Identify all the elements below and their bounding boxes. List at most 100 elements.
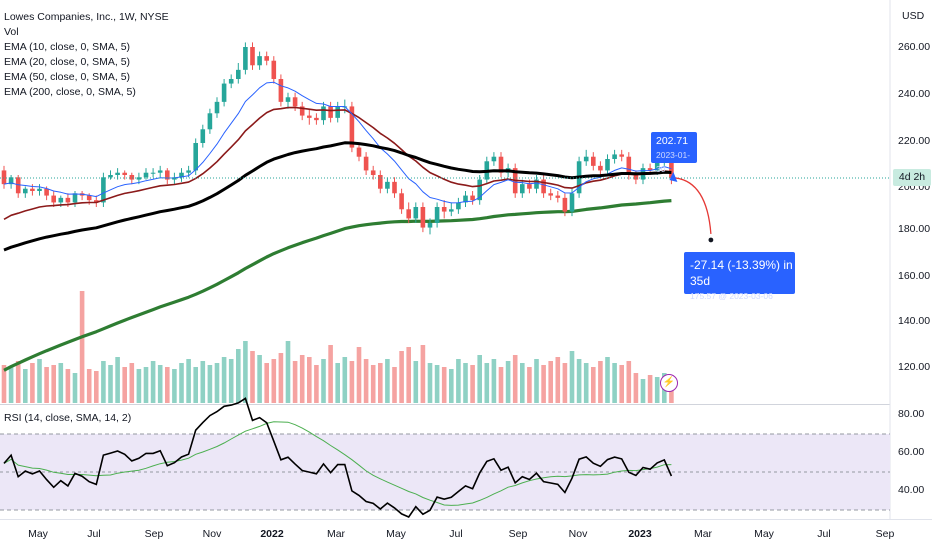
- candle-body: [30, 188, 35, 191]
- volume-bar: [86, 369, 92, 403]
- volume-bar: [491, 359, 497, 403]
- legend-ema10[interactable]: EMA (10, close, 0, SMA, 5): [4, 41, 131, 53]
- projection-start-marker: [669, 171, 678, 182]
- candle-body: [292, 97, 298, 107]
- candle-body: [165, 170, 170, 180]
- volume-bar: [115, 357, 120, 403]
- projection-change: -27.14 (-13.39%) in 35d: [690, 258, 793, 288]
- candle-body: [115, 172, 120, 175]
- candle-body: [669, 156, 674, 178]
- time-tick: Jul: [817, 528, 831, 540]
- volume-bar: [640, 379, 646, 403]
- candle-body: [427, 223, 433, 228]
- volume-bar: [562, 363, 568, 403]
- candle-body: [463, 195, 468, 203]
- candle-body: [221, 83, 227, 102]
- volume-bar: [257, 355, 262, 403]
- volume-bar: [633, 373, 639, 403]
- ema20-line: [3, 106, 672, 220]
- legend-ema50[interactable]: EMA (50, close, 0, SMA, 5): [4, 71, 131, 83]
- legend-ema20[interactable]: EMA (20, close, 0, SMA, 5): [4, 56, 131, 68]
- candle-body: [633, 175, 639, 180]
- volume-bar: [385, 359, 390, 403]
- volume-bar: [292, 361, 298, 403]
- legend-ema200[interactable]: EMA (200, close, 0, SMA, 5): [4, 86, 136, 98]
- volume-bar: [378, 363, 383, 403]
- candle-body: [271, 60, 277, 79]
- volume-bar: [406, 347, 411, 403]
- candle-body: [413, 207, 419, 219]
- legend-rsi[interactable]: RSI (14, close, SMA, 14, 2): [4, 412, 132, 424]
- time-tick: May: [386, 528, 406, 540]
- candle-body: [200, 129, 206, 143]
- candle-body: [214, 101, 220, 114]
- candle-body: [520, 184, 525, 194]
- candle-body: [150, 172, 156, 174]
- volume-bar: [250, 351, 255, 403]
- candle-body: [527, 184, 532, 189]
- volume-bar: [157, 365, 163, 403]
- volume-bar: [193, 367, 198, 403]
- volume-bar: [264, 363, 269, 403]
- currency-label: USD: [902, 10, 925, 22]
- volume-bar: [356, 347, 362, 403]
- candle-body: [44, 188, 49, 196]
- candle-body: [264, 56, 269, 61]
- candle-body: [619, 154, 624, 157]
- volume-bar: [15, 361, 21, 403]
- candle-body: [420, 207, 426, 228]
- volume-bar: [654, 377, 660, 403]
- projection-target-point: [708, 237, 714, 243]
- candle-body: [541, 179, 546, 194]
- rsi-tick: 40.00: [898, 484, 925, 496]
- volume-bar: [94, 371, 99, 403]
- volume-bar: [370, 365, 376, 403]
- projection-start-price: 202.71: [656, 135, 689, 147]
- projection-result-label[interactable]: -27.14 (-13.39%) in 35d 175.57 @ 2023-03…: [684, 252, 795, 301]
- lightning-icon[interactable]: ⚡: [660, 374, 678, 392]
- legend-vol[interactable]: Vol: [4, 26, 19, 38]
- chart-legend: Lowes Companies, Inc., 1W, NYSE Vol EMA …: [4, 10, 169, 100]
- volume-bar: [37, 359, 42, 403]
- candle-body: [186, 170, 191, 173]
- volume-bar: [243, 341, 248, 403]
- rsi-line: [3, 397, 673, 518]
- volume-bar: [179, 363, 184, 403]
- volume-bar: [541, 365, 546, 403]
- volume-bar: [221, 357, 227, 403]
- legend-symbol[interactable]: Lowes Companies, Inc., 1W, NYSE: [4, 11, 169, 23]
- volume-bar: [463, 363, 468, 403]
- time-tick: Jul: [87, 528, 101, 540]
- candle-body: [122, 172, 127, 175]
- volume-bar: [441, 367, 447, 403]
- time-tick: 2022: [260, 528, 284, 540]
- candle-body: [356, 147, 362, 157]
- candle-body: [449, 209, 454, 212]
- candle-body: [51, 195, 56, 203]
- volume-bar: [214, 363, 220, 403]
- candle-body: [143, 172, 149, 178]
- candle-body: [307, 115, 312, 118]
- volume-bar: [271, 359, 277, 403]
- volume-bar: [328, 345, 333, 403]
- volume-bar: [8, 367, 14, 403]
- candle-body: [612, 154, 617, 159]
- candle-body: [647, 168, 653, 171]
- volume-bar: [413, 361, 419, 403]
- candle-body: [385, 181, 390, 189]
- volume-bar: [44, 367, 49, 403]
- volume-bar: [58, 363, 64, 403]
- volume-bar: [505, 361, 511, 403]
- candle-body: [598, 165, 603, 171]
- volume-bar: [498, 367, 504, 403]
- time-tick: May: [754, 528, 774, 540]
- candle-body: [236, 69, 241, 79]
- projection-start-label[interactable]: 202.71 2023-01-30: [651, 132, 697, 174]
- volume-bar: [420, 345, 426, 403]
- candle-body: [228, 79, 234, 84]
- candle-body: [1, 170, 7, 185]
- volume-bar: [23, 369, 28, 403]
- volume-bar: [285, 341, 291, 403]
- candle-body: [94, 200, 99, 203]
